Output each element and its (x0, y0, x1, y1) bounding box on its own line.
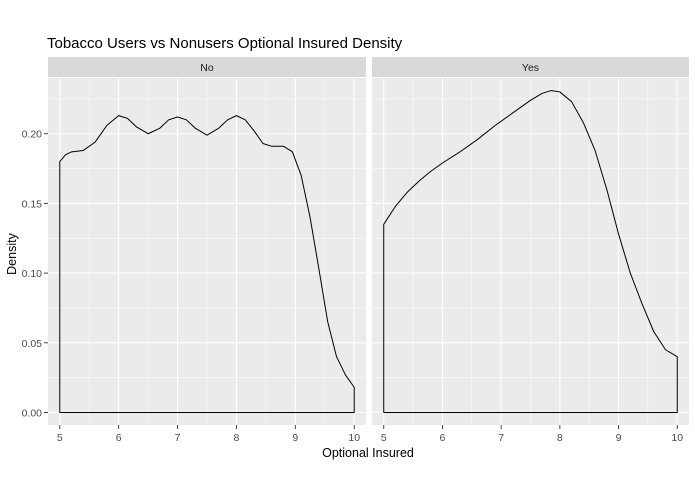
y-tick-label: 0.00 (22, 407, 43, 419)
x-tick-label: 7 (498, 432, 504, 444)
density-curve-yes (383, 90, 678, 413)
facet-panels: No 5 6 7 8 9 10 0.00 0.05 0.10 0.15 0.20 Yes 5 6 7 8 9 10 (22, 57, 689, 444)
chart-title: Tobacco Users vs Nonusers Optional Insur… (47, 35, 403, 52)
facet-strip-label: No (200, 62, 214, 74)
facet-panel-yes: Yes 5 6 7 8 9 10 (372, 57, 689, 444)
y-tick-label: 0.10 (22, 268, 43, 280)
x-tick-label: 8 (557, 432, 563, 444)
y-tick-label: 0.05 (22, 338, 43, 350)
facet-strip (372, 57, 689, 77)
x-tick-label: 5 (57, 432, 63, 444)
x-tick-label: 7 (175, 432, 181, 444)
x-tick-label: 5 (381, 432, 387, 444)
facet-strip-label: Yes (522, 62, 539, 74)
y-axis-title: Density (5, 232, 19, 274)
x-tick-label: 6 (440, 432, 446, 444)
y-tick-label: 0.20 (22, 129, 43, 141)
x-tick-label: 8 (234, 432, 240, 444)
x-tick-label: 10 (671, 432, 683, 444)
x-tick-label: 9 (292, 432, 298, 444)
density-curve-no (59, 115, 355, 413)
x-axis-title: Optional Insured (322, 446, 414, 460)
x-tick-label: 10 (348, 432, 360, 444)
facet-panel-no: No 5 6 7 8 9 10 0.00 0.05 0.10 0.15 0.20 (22, 57, 366, 444)
x-tick-label: 6 (116, 432, 122, 444)
y-tick-label: 0.15 (22, 198, 43, 210)
x-tick-label: 9 (616, 432, 622, 444)
facet-strip (48, 57, 366, 77)
